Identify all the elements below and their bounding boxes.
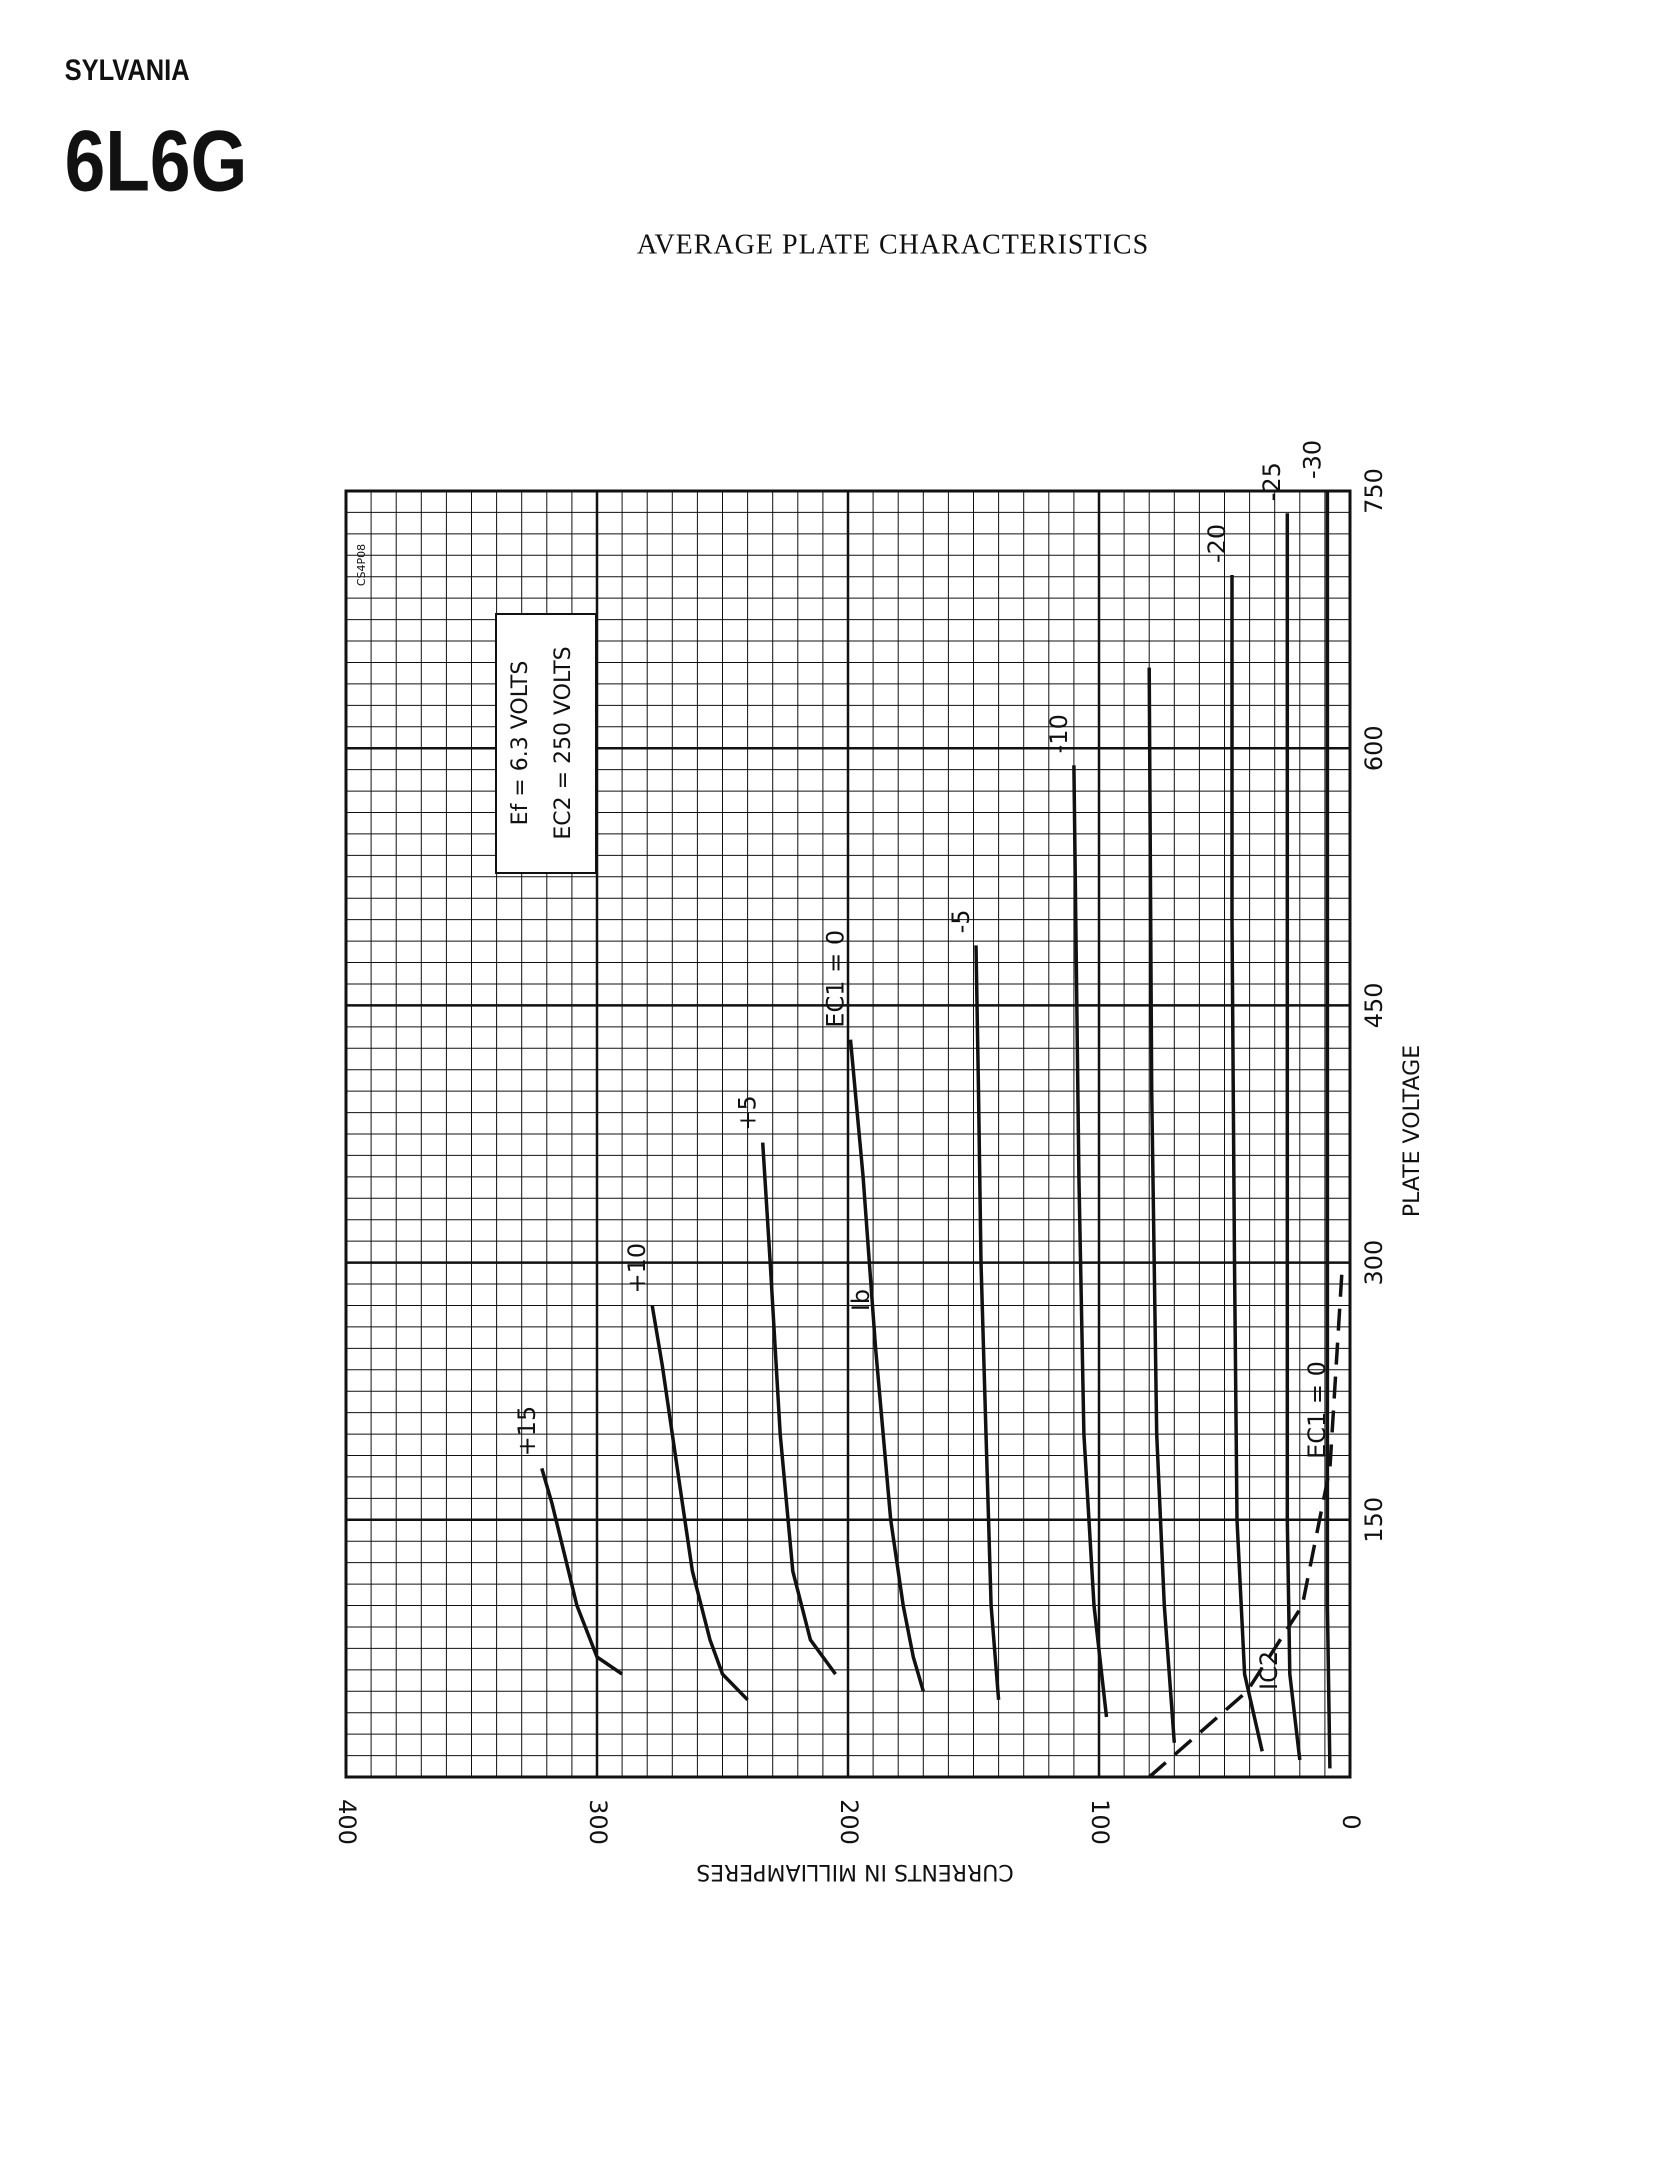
annotation: EC1 = 0 — [1303, 1361, 1331, 1459]
model: 6L6G — [65, 113, 248, 209]
curve — [974, 945, 1001, 1700]
y-tick-label: 100 — [1086, 1799, 1114, 1845]
x-axis-title: PLATE VOLTAGE — [1400, 1045, 1425, 1217]
condition: Ef = 6.3 VOLTS — [508, 661, 533, 826]
curve-label: -25 — [1258, 462, 1286, 501]
curve — [1285, 513, 1302, 1761]
curve-label: -20 — [1203, 524, 1231, 563]
curve-label: -10 — [1045, 714, 1073, 753]
curve — [1147, 667, 1177, 1743]
y-axis-title: CURRENTS IN MILLIAMPERES — [696, 1859, 1014, 1884]
curve — [760, 1142, 837, 1676]
curve-label: +15 — [513, 1406, 541, 1457]
y-tick-label: 400 — [333, 1799, 361, 1845]
x-tick-label: 750 — [1360, 468, 1388, 514]
chart-title: AVERAGE PLATE CHARACTERISTICS — [637, 229, 1149, 260]
y-tick-label: 0 — [1337, 1814, 1365, 1829]
curve — [650, 1305, 749, 1702]
conditions-box — [495, 613, 597, 874]
curve-label: IC2 — [1255, 1651, 1283, 1690]
curve — [848, 1039, 925, 1692]
curve-label: -30 — [1298, 440, 1326, 479]
x-tick-label: 600 — [1360, 725, 1388, 771]
curve — [1230, 575, 1264, 1752]
x-tick-label: 300 — [1360, 1240, 1388, 1286]
plot-frame — [344, 489, 1352, 1779]
curve-label: EC1 = 0 — [822, 930, 850, 1028]
condition: EC2 = 250 VOLTS — [551, 646, 576, 839]
curve-label: +5 — [734, 1095, 762, 1130]
annotation: Ib — [847, 1289, 875, 1311]
curve-label: -5 — [947, 909, 975, 933]
x-tick-label: 450 — [1360, 982, 1388, 1028]
chart-code: CS4P08 — [355, 544, 368, 586]
y-tick-label: 200 — [835, 1799, 863, 1845]
curve — [1072, 765, 1109, 1718]
curve-label: +10 — [623, 1243, 651, 1294]
x-tick-label: 150 — [1360, 1497, 1388, 1543]
curve — [1148, 1262, 1345, 1779]
y-tick-label: 300 — [584, 1799, 612, 1845]
curve — [540, 1467, 624, 1676]
brand: SYLVANIA — [65, 53, 190, 86]
curve — [1325, 491, 1332, 1769]
